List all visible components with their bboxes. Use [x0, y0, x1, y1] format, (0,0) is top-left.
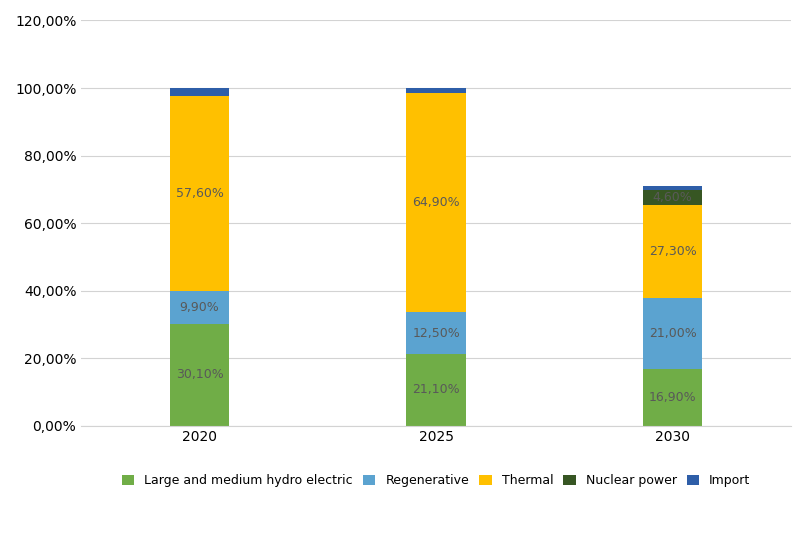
Bar [643, 186, 702, 190]
Bar [643, 298, 702, 369]
Bar [170, 88, 229, 96]
Bar [406, 354, 466, 425]
Text: 64,90%: 64,90% [412, 196, 460, 209]
Text: 16,90%: 16,90% [649, 391, 697, 404]
Bar [170, 96, 229, 291]
Text: 21,00%: 21,00% [649, 327, 697, 340]
Text: 9,90%: 9,90% [179, 301, 220, 314]
Bar [643, 205, 702, 298]
Text: 30,10%: 30,10% [176, 369, 223, 382]
Text: 57,60%: 57,60% [175, 187, 224, 200]
Text: 4,60%: 4,60% [653, 191, 693, 204]
Bar [643, 369, 702, 425]
Bar [170, 291, 229, 324]
Text: 12,50%: 12,50% [412, 327, 460, 340]
Bar [170, 324, 229, 425]
Legend: Large and medium hydro electric, Regenerative, Thermal, Nuclear power, Import: Large and medium hydro electric, Regener… [117, 469, 755, 492]
Bar [643, 190, 702, 205]
Text: 21,10%: 21,10% [412, 384, 460, 397]
Text: 27,30%: 27,30% [649, 245, 697, 258]
Bar [406, 88, 466, 93]
Bar [406, 93, 466, 312]
Bar [406, 312, 466, 354]
